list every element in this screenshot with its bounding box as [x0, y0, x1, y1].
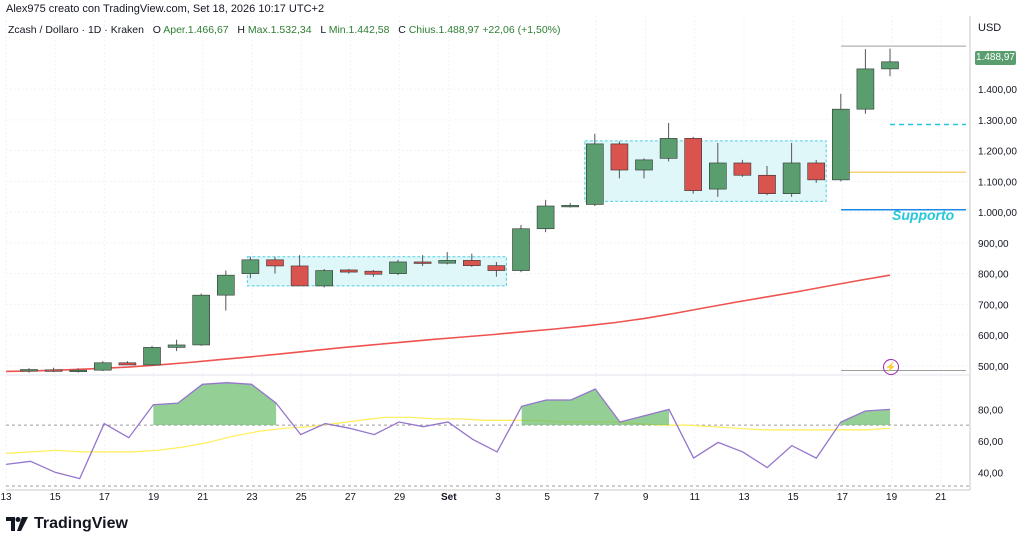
price-tick-label: 1.200,00: [978, 147, 1017, 158]
rsi-overbought-fill: [521, 389, 669, 426]
time-tick-label: 11: [690, 492, 701, 503]
price-tick-label: 1.300,00: [978, 116, 1017, 127]
candle-body: [364, 270, 383, 275]
price-tick-label: 700,00: [978, 300, 1009, 311]
candle-body: [512, 228, 530, 271]
price-tick-label: 1.400,00: [978, 85, 1017, 96]
rsi-ma-line: [5, 416, 891, 454]
rsi-line: [5, 382, 891, 480]
candle-body: [881, 61, 899, 70]
candle-body: [413, 261, 432, 264]
candle-body: [659, 138, 678, 159]
candle-body: [610, 143, 629, 171]
candle-body: [389, 261, 407, 274]
time-tick-label: 19: [148, 492, 160, 503]
high-label: H: [237, 24, 245, 36]
candle-body: [585, 143, 604, 205]
price-tick-label: 900,00: [978, 239, 1009, 250]
candle-body: [20, 369, 38, 372]
support-label: Supporto: [892, 207, 955, 223]
candle-body: [44, 369, 63, 372]
candle-body: [290, 265, 309, 287]
time-tick-label: 5: [544, 492, 550, 503]
time-tick-label: 17: [837, 492, 849, 503]
tradingview-logo-icon: [6, 517, 28, 531]
rsi-overbought-fill: [153, 382, 277, 426]
price-tick-label: 1.000,00: [978, 208, 1017, 219]
candle-body: [143, 347, 161, 366]
price-tick-label: 600,00: [978, 331, 1009, 342]
time-tick-label: 3: [495, 492, 501, 503]
time-tick-label: 27: [345, 492, 357, 503]
candle-body: [831, 108, 850, 181]
candle-body: [635, 159, 653, 171]
rsi-overbought-fill: [840, 409, 890, 426]
time-tick-label: 7: [594, 492, 600, 503]
candle-body: [782, 162, 801, 195]
candle-body: [94, 362, 112, 371]
candle-body: [118, 362, 137, 366]
time-tick-label: Set: [441, 492, 457, 503]
open-value: Aper.1.466,67: [163, 24, 229, 36]
last-price-badge: 1.488,97: [975, 51, 1016, 65]
candle-body: [438, 260, 457, 264]
currency-label: USD: [978, 22, 1002, 34]
candle-body: [487, 265, 506, 271]
candle-body: [684, 138, 703, 191]
candle-body: [315, 270, 334, 287]
candle-body: [266, 259, 284, 267]
candle-body: [217, 274, 235, 296]
candle-body: [856, 68, 875, 110]
brand-name: TradingView: [34, 515, 128, 532]
price-tick-label: 1.100,00: [978, 177, 1017, 188]
chart-caption: Alex975 creato con TradingView.com, Set …: [6, 3, 325, 15]
candle-body: [561, 205, 580, 208]
ema-line: [5, 274, 891, 373]
candle-body: [339, 269, 358, 273]
candle-body: [69, 369, 87, 372]
time-tick-label: 13: [738, 492, 750, 503]
close-label: C: [398, 24, 406, 36]
candle-body: [536, 205, 555, 230]
time-tick-label: 21: [197, 492, 209, 503]
price-tick-label: 800,00: [978, 270, 1009, 281]
candle-body: [167, 344, 186, 348]
time-tick-label: 19: [886, 492, 898, 503]
rsi-tick-label: 60,00: [978, 437, 1003, 448]
time-tick-label: 21: [935, 492, 947, 503]
time-tick-label: 23: [246, 492, 258, 503]
time-tick-label: 15: [788, 492, 800, 503]
candle-body: [192, 294, 210, 346]
time-tick-label: 9: [643, 492, 649, 503]
time-tick-label: 15: [50, 492, 62, 503]
candle-body: [708, 162, 727, 190]
candle-body: [733, 162, 752, 176]
change-value: +22,06 (+1,50%): [482, 24, 561, 36]
close-value: Chius.1.488,97: [408, 24, 480, 36]
time-tick-label: 13: [0, 492, 12, 503]
open-label: O: [152, 24, 161, 36]
high-value: Max.1.532,34: [247, 24, 312, 36]
rsi-tick-label: 40,00: [978, 468, 1003, 479]
low-value: Min.1.442,58: [328, 24, 390, 36]
time-tick-label: 17: [99, 492, 111, 503]
time-tick-label: 29: [394, 492, 406, 503]
symbol-name: Zcash / Dollaro · 1D · Kraken: [8, 24, 144, 36]
candle-body: [758, 174, 776, 195]
rsi-tick-label: 80,00: [978, 405, 1003, 416]
symbol-legend: Zcash / Dollaro · 1D · Kraken O Aper.1.4…: [8, 24, 561, 36]
lightning-icon[interactable]: ⚡: [883, 359, 899, 375]
time-tick-label: 25: [296, 492, 308, 503]
candle-body: [807, 162, 826, 181]
price-tick-label: 500,00: [978, 362, 1009, 373]
low-label: L: [320, 24, 326, 36]
tradingview-logo[interactable]: TradingView: [6, 515, 128, 533]
candle-body: [462, 260, 481, 266]
candle-body: [241, 259, 260, 274]
